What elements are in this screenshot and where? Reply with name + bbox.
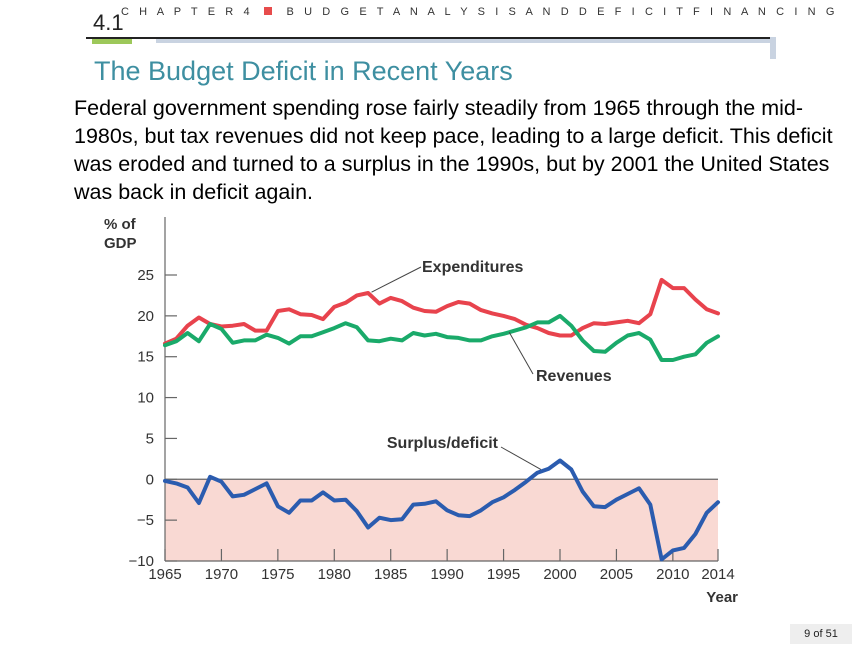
chapter-header: C H A P T E R 4 B U D G E T A N A L Y S … [121,6,838,18]
section-accent-bar [92,39,132,44]
x-tick-label: 1975 [261,566,294,583]
header-rule-left [86,37,156,39]
x-tick-label: 1990 [430,566,463,583]
x-tick-label: 2014 [701,566,734,583]
y-tick-label: −5 [137,512,154,529]
y-tick-label: −10 [129,553,154,570]
annotation-leader-expenditures [371,266,422,293]
x-tick-label: 1965 [148,566,181,583]
x-tick-label: 2010 [656,566,689,583]
chapter-label: C H A P T E R 4 [120,6,254,18]
y-tick-label: 0 [146,471,154,488]
y-tick-label: 10 [137,390,154,407]
y-axis-label-line1: % of [104,216,137,233]
slide-title: The Budget Deficit in Recent Years [94,56,513,86]
series-line-surplus-deficit [163,458,720,562]
x-tick-label: 1995 [487,566,520,583]
y-tick-label: 5 [146,430,154,447]
header-rule-shadow [156,39,776,43]
y-axis-label-line2: GDP [104,235,137,252]
series-line-revenues [163,313,720,362]
annotation-leader-revenues [508,331,534,375]
x-tick-label: 1985 [374,566,407,583]
header-rule [156,37,776,39]
header-rule-drop [770,37,776,59]
annotation-leader-surplus-deficit [500,446,542,470]
x-tick-label: 1970 [205,566,238,583]
series-line-expenditures [163,277,720,346]
body-paragraph: Federal government spending rose fairly … [74,96,833,204]
x-tick-label: 2005 [600,566,633,583]
y-tick-label: 25 [137,267,154,284]
y-tick-label: 20 [137,308,154,325]
annotation-surplus-deficit: Surplus/deficit [387,435,499,452]
chapter-separator-square-icon [263,7,272,15]
chapter-title: B U D G E T A N A L Y S I S A N D D E F … [286,6,838,18]
x-tick-label: 1980 [318,566,351,583]
page-indicator: 9 of 51 [790,624,852,644]
annotation-expenditures: Expenditures [422,259,523,276]
section-number: 4.1 [93,10,124,35]
x-axis-label: Year [706,589,738,606]
annotation-revenues: Revenues [536,368,612,385]
x-tick-label: 2000 [543,566,576,583]
y-tick-label: 15 [137,349,154,366]
